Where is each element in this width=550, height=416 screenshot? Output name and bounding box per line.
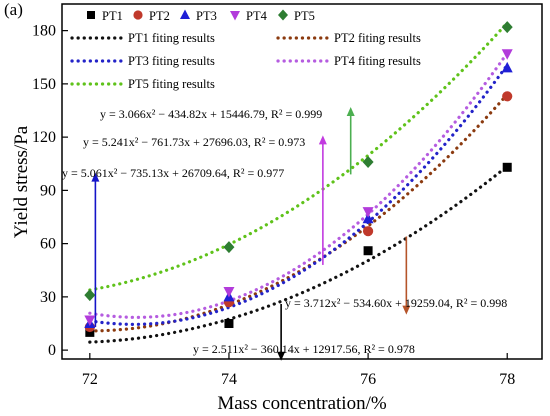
- equation-pt5-fiting-results: y = 3.066x² − 434.82x + 15446.79, R² = 0…: [100, 107, 322, 121]
- legend-label-pt2-fiting-results: PT2 fiting results: [334, 31, 421, 45]
- equation-pt2-fiting-results: y = 3.712x² − 534.60x + 19259.04, R² = 0…: [285, 296, 507, 310]
- legend-marker-pt5: [278, 9, 288, 21]
- legend-label-pt5: PT5: [294, 9, 315, 23]
- data-point-pt5: [223, 241, 235, 254]
- legend-marker-pt1: [87, 11, 95, 19]
- data-markers: [84, 21, 513, 337]
- legend-label-pt2: PT2: [149, 9, 170, 23]
- legend-label-pt3-fiting-results: PT3 fiting results: [128, 54, 215, 68]
- y-tick-label: 60: [40, 236, 56, 253]
- legend-label-pt4-fiting-results: PT4 fiting results: [334, 54, 421, 68]
- legend-label-pt5-fiting-results: PT5 fiting results: [128, 77, 215, 91]
- x-tick-label: 78: [499, 371, 515, 388]
- legend-label-pt4: PT4: [246, 9, 268, 23]
- x-axis-title: Mass concentration/%: [217, 393, 387, 414]
- equation-pt1-fiting-results: y = 2.511x² − 360.14x + 12917.56, R² = 0…: [193, 342, 415, 356]
- legend-label-pt1-fiting-results: PT1 fiting results: [128, 31, 215, 45]
- data-point-pt4: [501, 49, 513, 60]
- arrow-head: [277, 351, 286, 361]
- legend-marker-pt3: [180, 9, 190, 19]
- data-point-pt2: [502, 91, 513, 102]
- y-tick-label: 0: [48, 342, 56, 359]
- y-tick-label: 180: [32, 23, 56, 40]
- annotation-arrows: [91, 106, 411, 361]
- legend-marker-pt2: [133, 10, 143, 20]
- fit-curve-pt4-fiting-results: [88, 51, 509, 319]
- data-point-pt1: [85, 327, 95, 337]
- y-tick-label: 90: [40, 182, 56, 199]
- data-point-pt5: [501, 21, 513, 34]
- fit-curves: [88, 21, 509, 344]
- x-tick-label: 72: [82, 371, 98, 388]
- y-tick-label: 150: [32, 76, 56, 93]
- data-point-pt4: [84, 315, 96, 326]
- fit-curve-pt3-fiting-results: [88, 63, 509, 326]
- axis-ticks: 72 74 76 78 0 30 60 90 120 150 180: [32, 23, 515, 388]
- legend-label-pt3: PT3: [196, 9, 217, 23]
- panel-label: (a): [4, 0, 23, 19]
- data-point-pt1: [502, 162, 512, 172]
- arrow-head: [346, 106, 355, 116]
- data-point-pt4: [223, 287, 235, 298]
- x-tick-label: 74: [221, 371, 237, 388]
- data-point-pt1: [224, 319, 234, 328]
- equation-pt4-fiting-results: y = 5.241x² − 761.73x + 27696.03, R² = 0…: [83, 135, 305, 149]
- data-point-pt5: [84, 289, 96, 302]
- fit-equations: y = 2.511x² − 360.14x + 12917.56, R² = 0…: [62, 107, 507, 356]
- data-point-pt2: [362, 226, 374, 237]
- y-tick-label: 30: [40, 289, 56, 306]
- data-point-pt1: [363, 246, 373, 256]
- fit-curve-pt1-fiting-results: [88, 164, 509, 344]
- legend-marker-pt4: [230, 11, 240, 21]
- fit-curve-pt5-fiting-results: [88, 21, 509, 292]
- legend-label-pt1: PT1: [102, 9, 123, 23]
- x-tick-label: 76: [360, 371, 376, 388]
- y-tick-label: 120: [32, 129, 56, 146]
- y-axis-title: Yield stress/Pa: [11, 125, 32, 238]
- legend: PT1 PT2 PT3 PT4 PT5 PT1 fiting results PT2 fit…: [70, 9, 421, 91]
- arrow-head: [91, 172, 100, 182]
- data-point-pt4: [362, 207, 374, 218]
- data-point-pt3: [501, 61, 513, 73]
- equation-pt3-fiting-results: y = 5.061x² − 735.13x + 26709.64, R² = 0…: [62, 166, 284, 180]
- plot-frame: [61, 3, 543, 360]
- data-point-pt3: [362, 212, 374, 224]
- data-point-pt5: [362, 155, 374, 168]
- arrow-head: [318, 135, 327, 145]
- arrow-head: [402, 305, 411, 315]
